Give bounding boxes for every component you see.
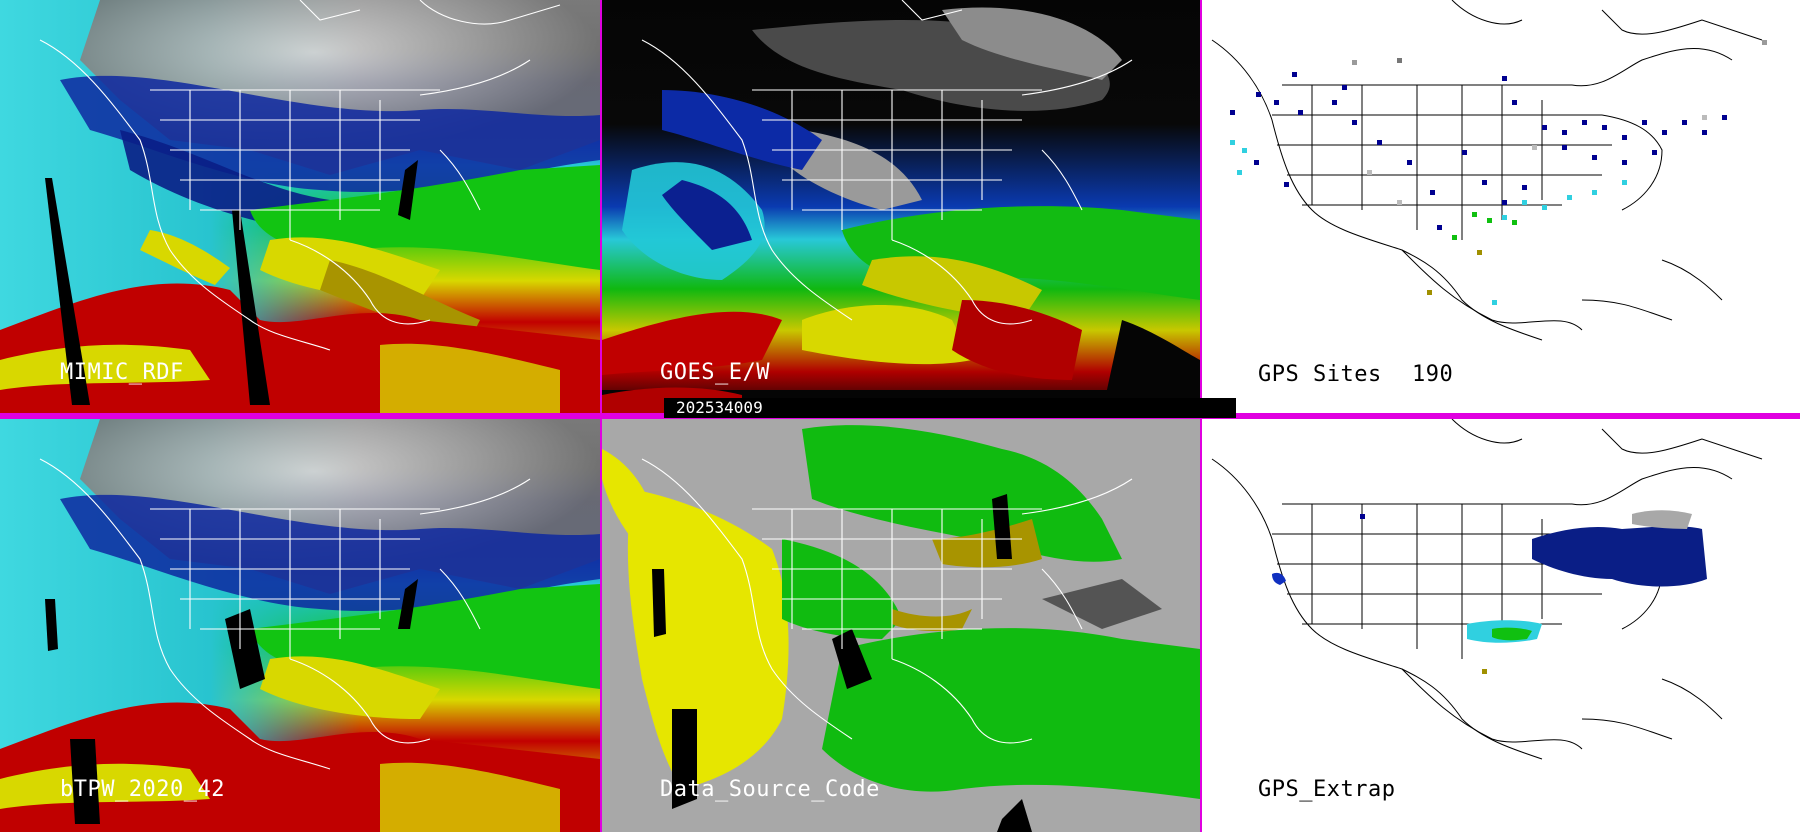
goes-field-map [602,0,1200,413]
btpw-field-map [0,419,600,832]
panel-label-btpw-2020-42: bTPW_2020_42 [60,777,225,802]
gps-site-markers [1230,40,1767,305]
gps-sites-count: 190 [1412,362,1454,387]
map-panel-goes-ew: GOES_E/W [602,0,1200,413]
data-source-map [602,419,1200,832]
map-panel-data-source-code: Data_Source_Code [602,419,1200,832]
panel-label-mimic-rdf: MIMIC_RDF [60,360,184,385]
panel-label-data-source-code: Data_Source_Code [660,777,880,802]
panel-label-goes-ew: GOES_E/W [660,360,770,385]
map-panel-btpw-2020-42: bTPW_2020_42 [0,419,600,832]
gps-sites-map [1202,0,1800,413]
timestamp-bar: 202534009 [664,398,1236,418]
map-panel-gps-sites: GPS Sites 190 [1202,0,1800,413]
map-panel-gps-extrap: GPS_Extrap [1202,419,1800,832]
gps-extrap-map [1202,419,1800,832]
tpw-field-map [0,0,600,413]
divider-vertical-left [600,0,602,832]
panel-label-gps-extrap: GPS_Extrap [1258,777,1396,802]
panel-label-gps-sites: GPS Sites [1258,362,1382,387]
map-panel-mimic-rdf: MIMIC_RDF [0,0,600,413]
